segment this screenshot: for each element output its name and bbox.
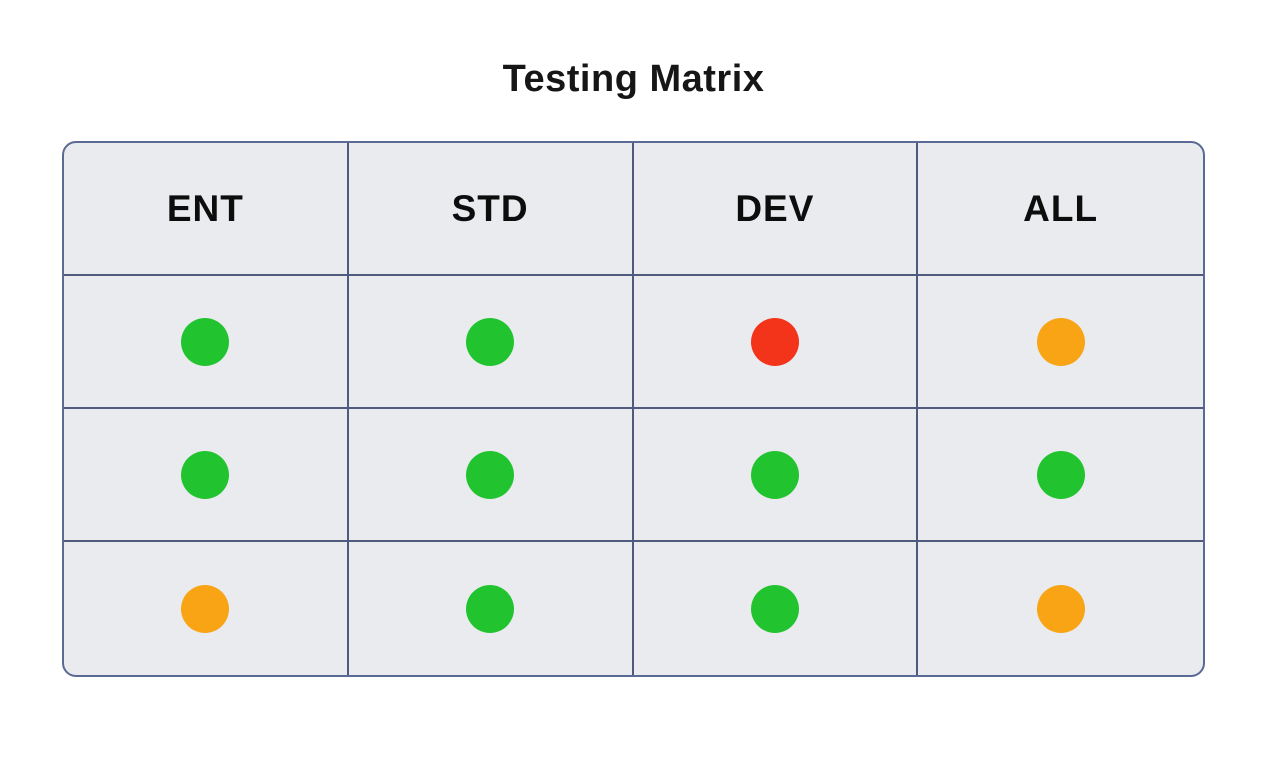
status-dot-orange	[181, 584, 230, 633]
status-dot-green	[466, 317, 515, 366]
table-cell	[348, 409, 634, 542]
table-cell	[64, 409, 349, 542]
table-cell	[64, 542, 349, 675]
status-dot-orange	[1036, 584, 1085, 633]
table-cell	[64, 276, 349, 409]
status-dot-green	[181, 317, 230, 366]
status-dot-green	[750, 450, 799, 499]
table-cell	[918, 276, 1203, 409]
table-cell	[633, 409, 919, 542]
testing-matrix-table: ENT STD DEV ALL	[62, 141, 1205, 677]
status-dot-green	[466, 450, 515, 499]
table-cell	[918, 409, 1203, 542]
column-header-ent: ENT	[64, 143, 349, 276]
status-dot-red	[750, 317, 799, 366]
table-cell	[633, 276, 919, 409]
table-cell	[918, 542, 1203, 675]
column-header-dev: DEV	[633, 143, 919, 276]
column-header-all: ALL	[918, 143, 1203, 276]
column-header-std: STD	[348, 143, 634, 276]
page-title: Testing Matrix	[502, 58, 765, 100]
status-dot-green	[750, 584, 799, 633]
table-cell	[349, 542, 634, 675]
status-dot-orange	[1036, 317, 1085, 366]
status-dot-green	[1036, 450, 1085, 499]
status-dot-green	[181, 450, 230, 499]
status-dot-green	[466, 584, 515, 633]
table-cell	[348, 276, 634, 409]
table-cell	[634, 542, 919, 675]
